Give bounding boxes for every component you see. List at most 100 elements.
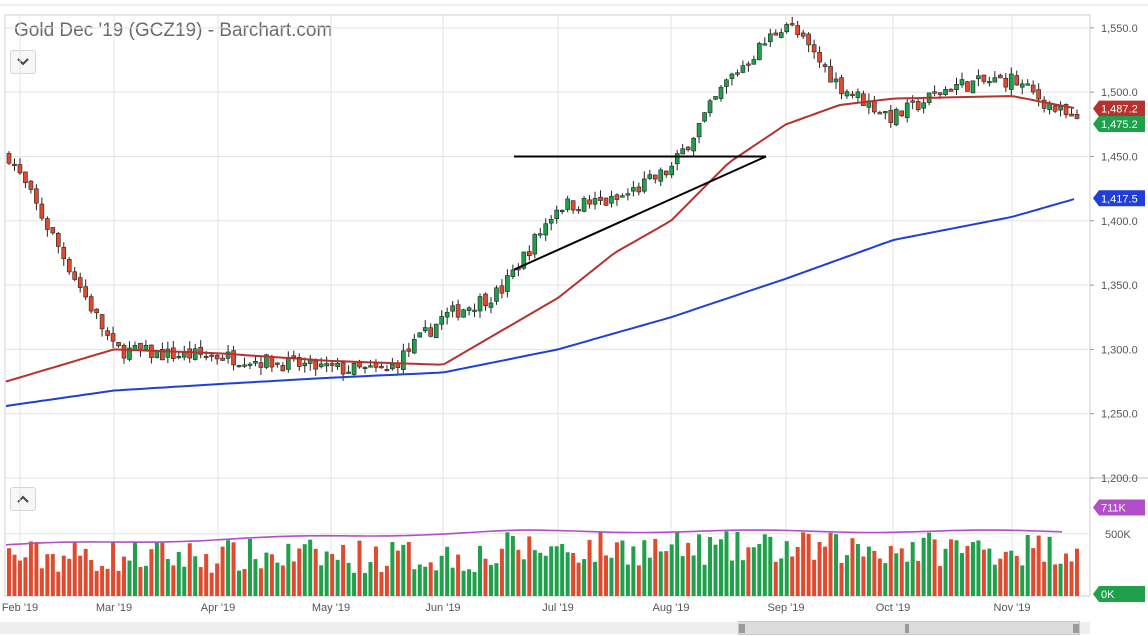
volume-bar-up: [467, 569, 472, 596]
volume-bar-down: [571, 553, 576, 596]
candle-down: [39, 203, 45, 219]
volume-bar-down: [280, 565, 285, 596]
candle-down: [828, 66, 833, 83]
volume-bar-up: [959, 553, 964, 596]
candle-down: [483, 293, 488, 307]
volume-bar-down: [839, 563, 844, 596]
volume-bar-up: [713, 544, 718, 596]
candle-up: [740, 65, 746, 73]
volume-bar-down: [105, 568, 110, 596]
y-tick-label: 1,550.0: [1101, 23, 1138, 35]
volume-bar-up: [368, 562, 373, 596]
candle-down: [17, 164, 23, 174]
volume-bar-down: [483, 558, 488, 596]
volume-bar-down: [965, 546, 970, 596]
volume-bar-down: [258, 568, 263, 596]
x-tick-label: Jul '19: [542, 602, 573, 614]
candle-up: [154, 350, 160, 358]
volume-bar-up: [445, 546, 450, 596]
scroll-left-handle[interactable]: [739, 624, 745, 633]
candle-down: [576, 209, 581, 212]
svg-text:1,475.2: 1,475.2: [1101, 119, 1138, 131]
candle-up: [318, 363, 324, 368]
volume-bar-up: [346, 562, 351, 596]
volume-bar-down: [817, 542, 822, 596]
volume-bar-down: [56, 571, 61, 596]
volume-average-line: [5, 529, 1063, 546]
volume-bar-down: [231, 542, 236, 596]
candle-up: [954, 84, 959, 91]
volume-bar-down: [872, 550, 877, 596]
volume-bar-up: [193, 556, 198, 596]
scroll-right-handle[interactable]: [1073, 624, 1079, 633]
candle-down: [296, 357, 302, 367]
time-scroll-thumb[interactable]: [738, 621, 1080, 635]
volume-bar-down: [122, 556, 127, 596]
candle-up: [307, 358, 313, 364]
candle-down: [685, 146, 691, 151]
candle-up: [165, 348, 171, 358]
ma-200-line: [5, 198, 1075, 407]
candle-down: [138, 342, 143, 351]
candle-up: [1047, 103, 1052, 110]
candle-up: [236, 365, 242, 368]
x-tick-label: Nov '19: [994, 602, 1031, 614]
volume-bar-up: [642, 540, 647, 596]
candle-down: [379, 365, 384, 369]
volume-bar-down: [330, 553, 335, 596]
candle-up: [658, 169, 664, 182]
candle-up: [592, 198, 598, 205]
candle-down: [915, 101, 921, 111]
volume-bar-down: [456, 554, 461, 596]
candle-down: [1069, 113, 1074, 117]
candle-up: [855, 91, 861, 98]
volume-bar-up: [1058, 563, 1063, 596]
candle-up: [466, 307, 472, 311]
volume-bar-up: [762, 534, 767, 596]
volume-bar-up: [461, 570, 466, 596]
volume-bar-down: [664, 551, 669, 596]
candle-up: [625, 193, 631, 196]
candle-up: [1008, 73, 1014, 90]
volume-bar-down: [576, 562, 581, 596]
collapse-price-panel-button[interactable]: [10, 50, 36, 74]
candle-up: [926, 92, 932, 103]
volume-bar-down: [428, 562, 433, 596]
candle-up: [225, 351, 231, 359]
candle-down: [209, 354, 214, 357]
collapse-volume-panel-button[interactable]: [10, 487, 36, 511]
volume-bar-up: [127, 560, 132, 596]
volume-bar-up: [434, 570, 439, 596]
ma200-value-tag: 1,417.5: [1093, 190, 1145, 207]
candle-down: [77, 277, 83, 288]
volume-bar-up: [439, 555, 444, 596]
candle-up: [1058, 106, 1063, 111]
candle-up: [1025, 83, 1031, 86]
candle-down: [313, 360, 319, 370]
candle-down: [1030, 84, 1036, 93]
volume-bar-up: [625, 564, 630, 596]
candle-up: [844, 91, 850, 97]
volume-bar-down: [171, 565, 176, 596]
volume-bar-down: [242, 568, 247, 596]
candle-up: [642, 178, 647, 192]
volume-bar-up: [631, 546, 636, 596]
volume-bar-down: [1069, 561, 1074, 596]
candle-down: [998, 74, 1003, 79]
candle-down: [406, 348, 412, 352]
volume-bar-up: [905, 561, 910, 596]
candle-down: [34, 188, 39, 204]
candle-down: [499, 285, 505, 294]
candle-down: [652, 174, 658, 180]
volume-bar-up: [784, 541, 789, 596]
candle-up: [669, 165, 675, 176]
x-tick-label: Mar '19: [96, 602, 132, 614]
candle-up: [702, 112, 707, 122]
candle-down: [1003, 77, 1009, 88]
volume-bar-down: [614, 542, 619, 596]
candle-down: [806, 33, 811, 46]
volume-bar-down: [773, 561, 778, 596]
candle-up: [883, 111, 888, 114]
candle-up: [351, 362, 357, 375]
volume-bar-down: [527, 536, 532, 596]
